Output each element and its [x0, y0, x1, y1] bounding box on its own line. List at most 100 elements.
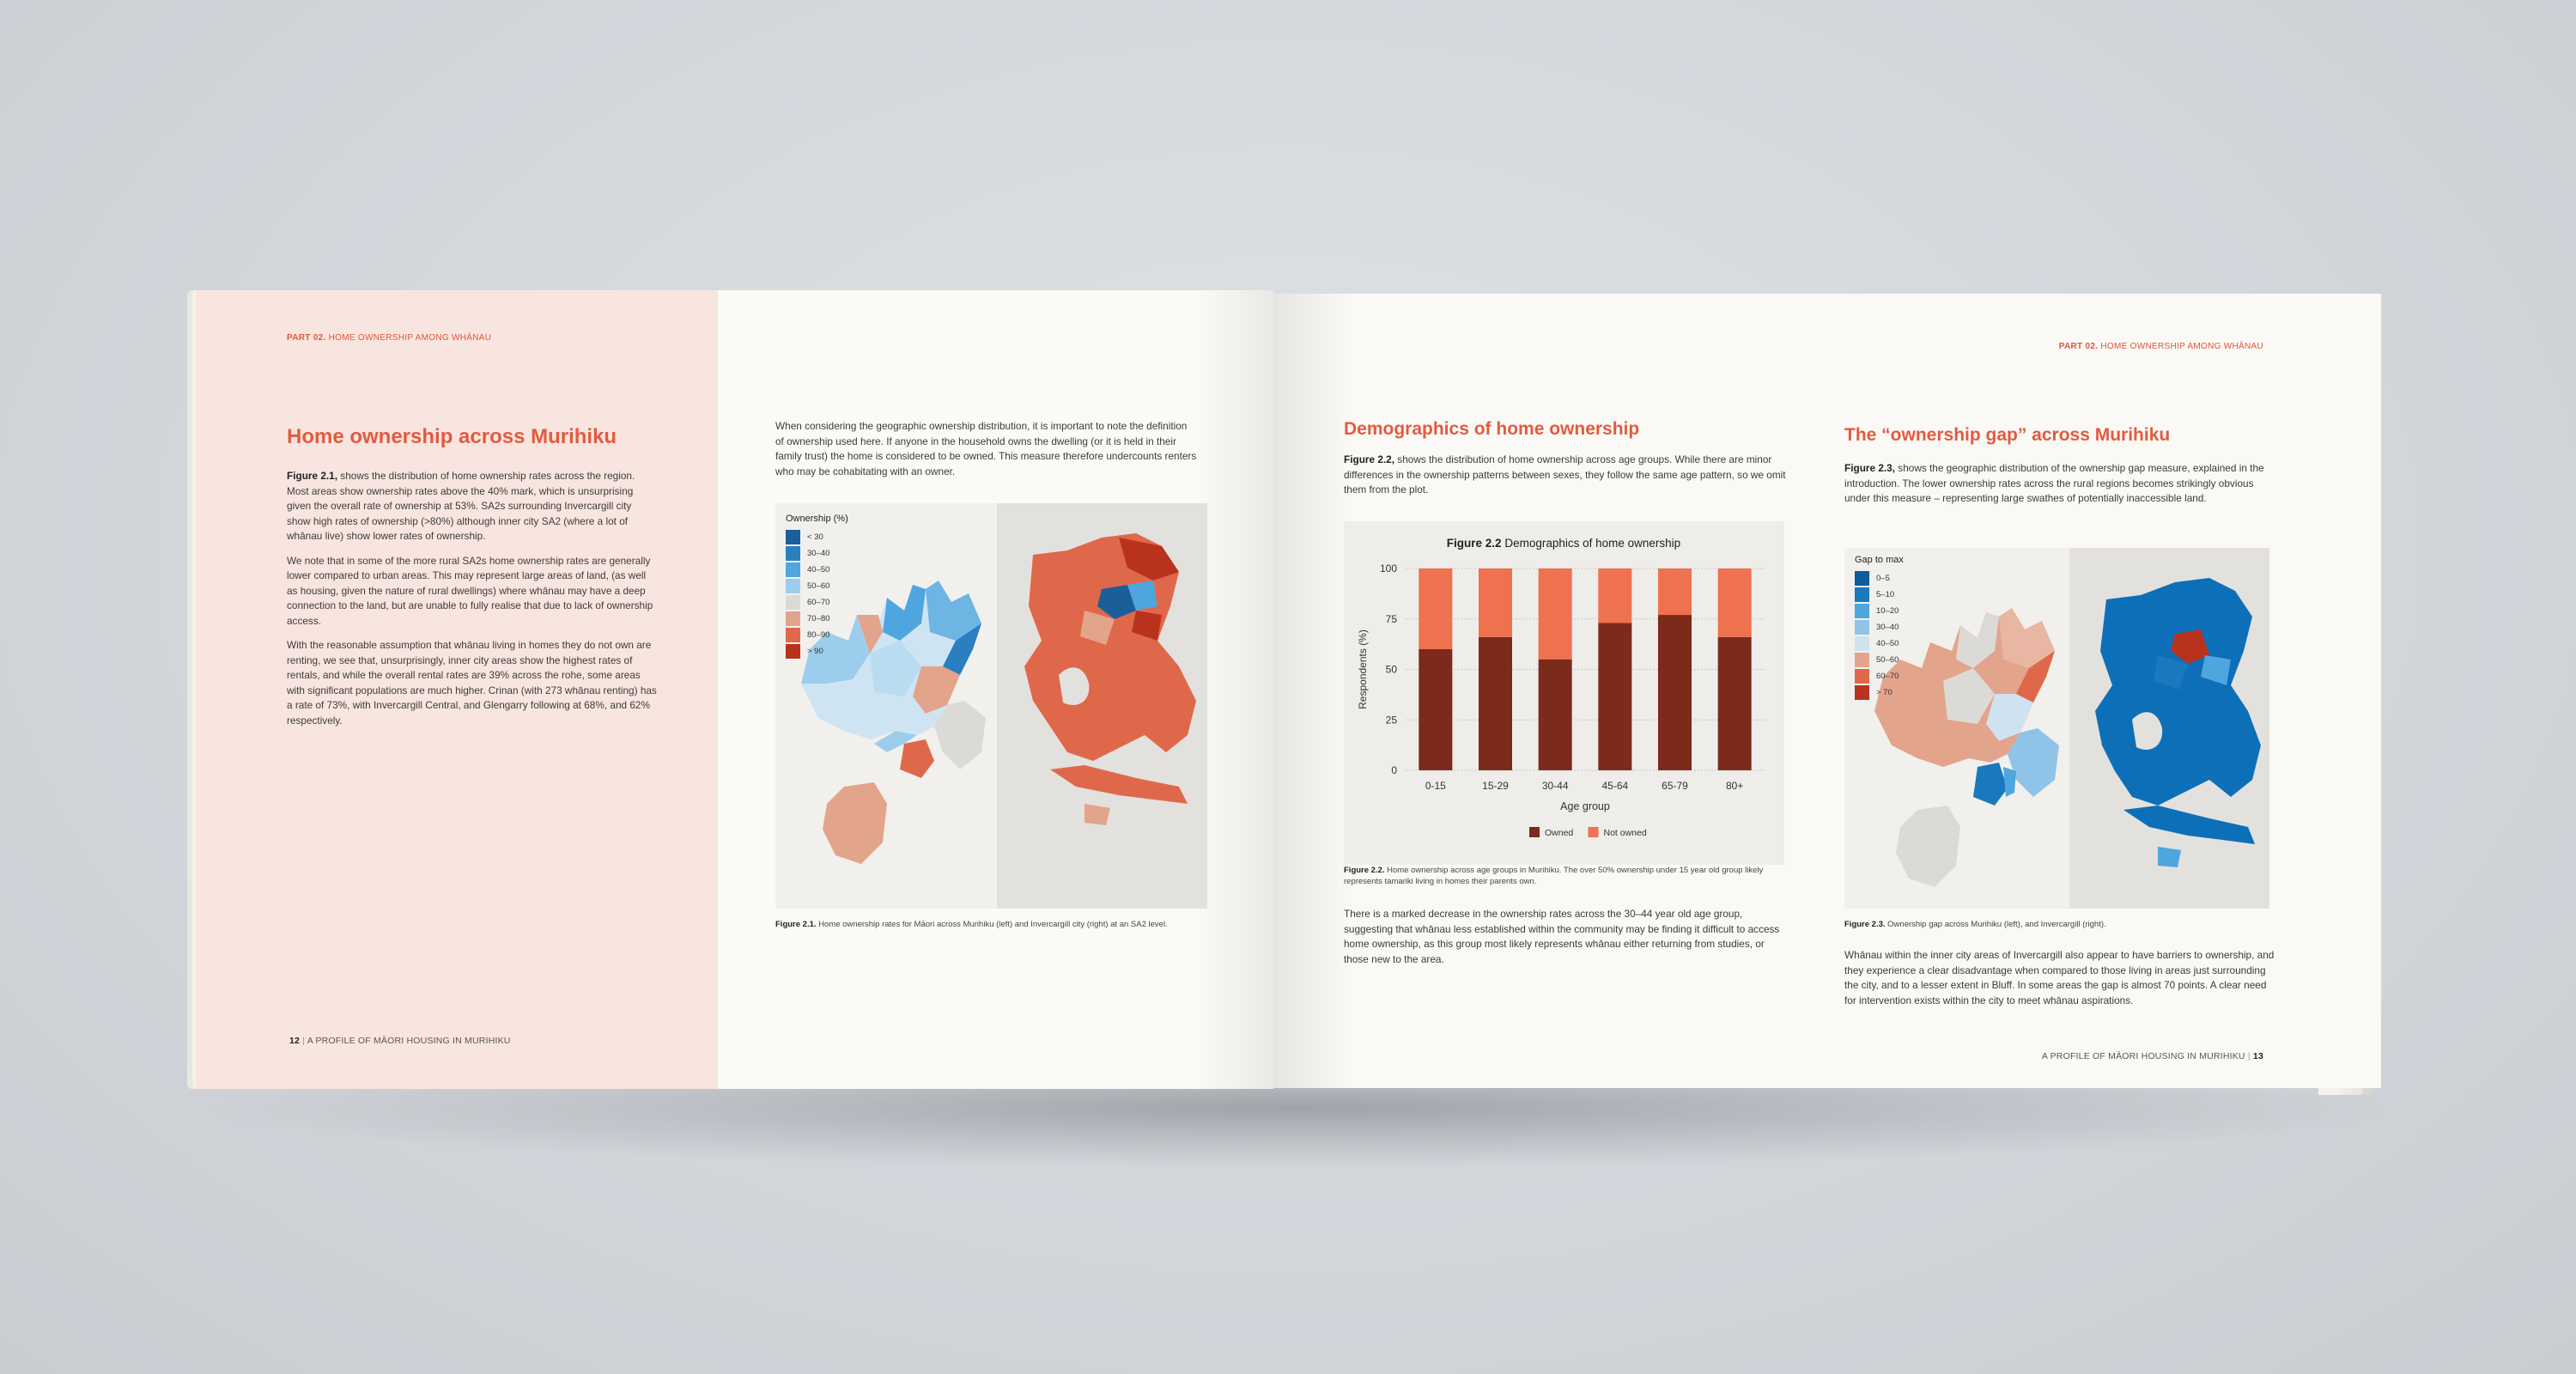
legend-swatch — [1529, 827, 1540, 837]
legend-item: 50–60 — [1855, 652, 1904, 668]
running-head-part: PART 02. — [2058, 342, 2099, 351]
y-tick-label: 100 — [1380, 562, 1397, 575]
legend-swatch — [786, 611, 800, 626]
figure-2-1-caption: Figure 2.1. Home ownership rates for Māo… — [775, 919, 1207, 930]
ownership-gap-paragraph: Whānau within the inner city areas of In… — [1844, 948, 2278, 1018]
legend-label: > 90 — [807, 647, 823, 656]
gap-choropleth — [1874, 578, 2261, 887]
right-page: PART 02. HOME OWNERSHIP AMONG WHĀNAU Dem… — [1273, 294, 2381, 1088]
legend-swatch — [786, 628, 800, 642]
legend-label: 40–50 — [807, 565, 830, 575]
figure-2-2-caption: Figure 2.2. Home ownership across age gr… — [1344, 865, 1784, 887]
legend-label: 80–90 — [807, 630, 830, 640]
legend-item: 80–90 — [786, 627, 848, 643]
x-axis-label: Age group — [1560, 800, 1610, 812]
figure-ref: Figure 2.3, — [1844, 462, 1896, 474]
legend-item: 30–40 — [1855, 619, 1904, 635]
figure-2-2-chart: Figure 2.2 Demographics of home ownershi… — [1344, 521, 1784, 865]
legend-swatch — [1855, 620, 1869, 635]
figure-2-1-maps: Ownership (%) < 30 30–40 40–50 50–60 60–70 70… — [775, 503, 1207, 909]
legend-label: 70–80 — [807, 614, 830, 623]
running-head-title: HOME OWNERSHIP AMONG WHĀNAU — [2100, 342, 2263, 351]
demographics-intro: Figure 2.2, shows the distribution of ho… — [1344, 453, 1789, 508]
bar-owned — [1478, 636, 1513, 770]
legend-item: > 90 — [786, 643, 848, 660]
legend-swatch — [786, 595, 800, 610]
legend-label: Not owned — [1604, 828, 1647, 838]
demographics-heading: Demographics of home ownership — [1344, 419, 1640, 439]
y-tick-label: 0 — [1391, 764, 1397, 776]
legend-swatch — [1855, 636, 1869, 651]
y-tick-label: 50 — [1386, 664, 1398, 676]
legend-label: 60–70 — [807, 598, 830, 607]
y-tick-label: 75 — [1386, 613, 1398, 625]
legend-item: 30–40 — [786, 545, 848, 562]
caption-text: Home ownership across age groups in Muri… — [1344, 866, 1764, 886]
bar-owned — [1717, 636, 1752, 770]
folio-title: A PROFILE OF MĀORI HOUSING IN MURIHIKU — [2041, 1051, 2245, 1061]
bar-not-owned — [1419, 568, 1453, 649]
legend-label: > 70 — [1876, 688, 1893, 697]
legend-label: 50–60 — [1876, 655, 1899, 665]
paragraph: We note that in some of the more rural S… — [287, 554, 653, 627]
running-head-right: PART 02. HOME OWNERSHIP AMONG WHĀNAU — [2059, 342, 2263, 351]
paragraph: When considering the geographic ownershi… — [775, 420, 1197, 477]
bar-not-owned — [1717, 568, 1752, 637]
chart-title-ref: Figure 2.2 — [1447, 537, 1505, 550]
legend-label: 60–70 — [1876, 672, 1899, 681]
legend-item: 5–10 — [1855, 587, 1904, 603]
legend-label: 50–60 — [807, 581, 830, 591]
left-page: PART 02. HOME OWNERSHIP AMONG WHĀNAU Hom… — [196, 290, 1273, 1089]
x-tick-label: 0-15 — [1425, 780, 1446, 792]
legend-swatch — [786, 562, 800, 577]
legend-item: 70–80 — [786, 611, 848, 627]
figure-2-3-maps: Gap to max 0–5 5–10 10–20 30–40 40–50 50–60 60… — [1844, 548, 2269, 909]
legend-swatch — [1588, 827, 1599, 837]
legend-label: Owned — [1545, 828, 1573, 838]
murihiku-map — [801, 581, 986, 864]
caption-ref: Figure 2.1. — [775, 920, 817, 929]
legend-swatch — [1855, 587, 1869, 602]
murihiku-gap-map — [1874, 608, 2059, 887]
bar-owned — [1657, 615, 1692, 770]
legend-item: 60–70 — [786, 594, 848, 611]
gutter-shadow-left — [1196, 290, 1273, 1089]
legend-item: < 30 — [786, 529, 848, 545]
legend-label: 40–50 — [1876, 639, 1899, 648]
invercargill-gap-map — [2095, 578, 2261, 867]
x-tick-label: 65-79 — [1662, 780, 1688, 792]
gap-legend: Gap to max 0–5 5–10 10–20 30–40 40–50 50–60 60… — [1855, 555, 1904, 701]
figure-2-3-caption: Figure 2.3. Ownership gap across Murihik… — [1844, 919, 2269, 930]
legend-swatch — [786, 579, 800, 593]
legend-item: 60–70 — [1855, 668, 1904, 684]
legend-label: 30–40 — [1876, 623, 1899, 632]
column-two-text: When considering the geographic ownershi… — [775, 419, 1198, 489]
paragraph: Whānau within the inner city areas of In… — [1844, 949, 2275, 1006]
legend-swatch — [1855, 685, 1869, 700]
running-head-part: PART 02. — [287, 333, 326, 343]
bar-owned — [1598, 623, 1632, 770]
folio-left: 12 | A PROFILE OF MĀORI HOUSING IN MURIH… — [289, 1036, 511, 1046]
page-number: 13 — [2252, 1051, 2263, 1061]
bar-not-owned — [1657, 568, 1692, 616]
x-tick-label: 15-29 — [1482, 780, 1509, 792]
paragraph: With the reasonable assumption that whān… — [287, 639, 657, 727]
y-tick-label: 25 — [1386, 714, 1398, 726]
legend-item: 10–20 — [1855, 603, 1904, 619]
folio-right: A PROFILE OF MĀORI HOUSING IN MURIHIKU |… — [2041, 1051, 2263, 1061]
bar-owned — [1419, 649, 1453, 770]
intro-paragraph: Figure 2.3, shows the geographic distrib… — [1844, 461, 2274, 507]
intro-text: shows the distribution of home ownership… — [287, 470, 635, 542]
intro-paragraph: Figure 2.1, shows the distribution of ho… — [287, 469, 658, 544]
paragraph: There is a marked decrease in the owners… — [1344, 908, 1780, 965]
ownership-legend: Ownership (%) < 30 30–40 40–50 50–60 60–70 70… — [786, 514, 848, 660]
page-number: 12 — [289, 1036, 301, 1046]
page-heading: Home ownership across Murihiku — [287, 425, 617, 448]
left-page-color-panel — [196, 290, 718, 1089]
demographics-paragraph: There is a marked decrease in the owners… — [1344, 907, 1789, 976]
intro-text: shows the distribution of home ownership… — [1344, 453, 1786, 495]
caption-ref: Figure 2.3. — [1844, 920, 1886, 929]
x-tick-label: 80+ — [1726, 780, 1743, 792]
legend-label: 0–5 — [1876, 574, 1890, 583]
legend-item: 40–50 — [786, 562, 848, 578]
